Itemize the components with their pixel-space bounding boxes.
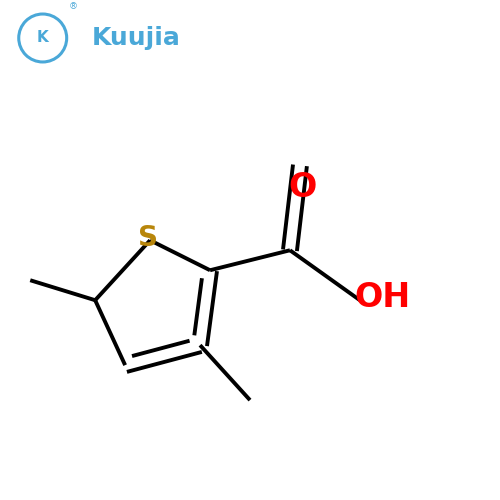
Text: K: K — [37, 30, 48, 46]
Text: OH: OH — [354, 281, 410, 314]
Text: Kuujia: Kuujia — [92, 26, 180, 50]
Text: ®: ® — [69, 2, 78, 12]
Text: S: S — [138, 224, 158, 252]
Text: O: O — [288, 172, 316, 204]
